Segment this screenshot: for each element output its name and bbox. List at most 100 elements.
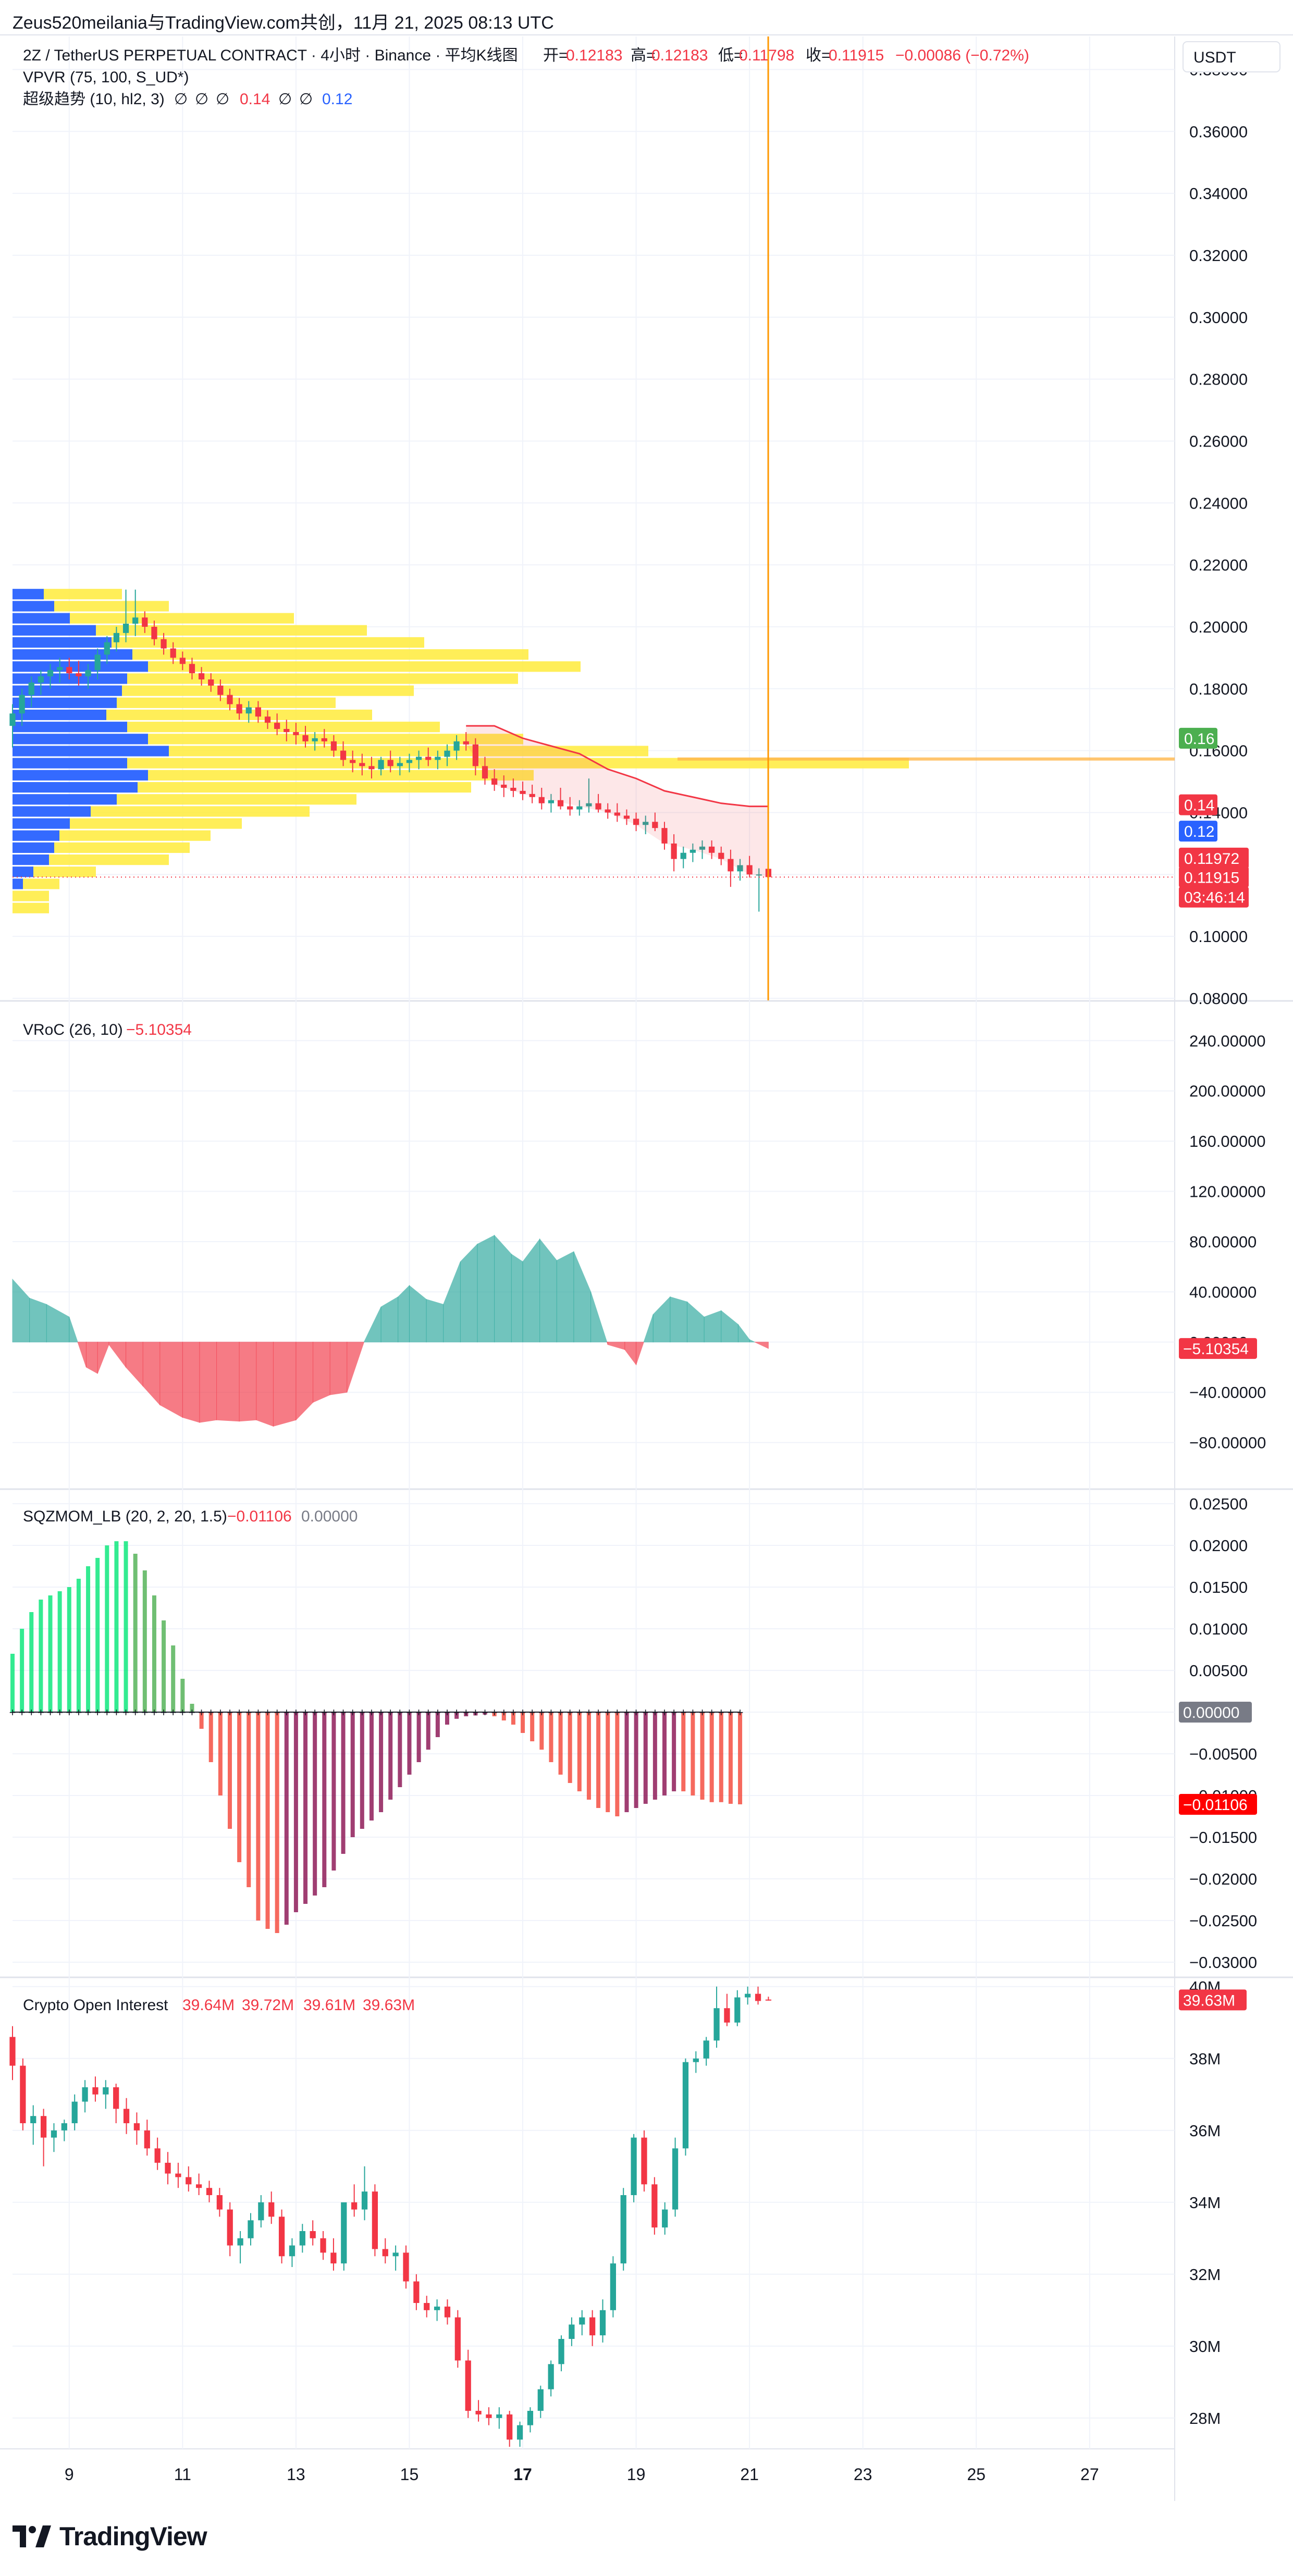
sqz-bar — [568, 1712, 572, 1783]
oi-candle-up — [599, 2310, 606, 2336]
price-candle-down — [614, 812, 620, 816]
sqz-tick-label: −0.00500 — [1189, 1745, 1257, 1763]
oi-candle-down — [424, 2303, 430, 2310]
vpvr-label: VPVR (75, 100, S_UD*) — [23, 69, 189, 86]
oi-candle-up — [537, 2389, 544, 2411]
tradingview-logo[interactable]: TradingView — [13, 2521, 207, 2552]
supertrend-v0: ∅ — [174, 91, 188, 108]
oi-candle-down — [351, 2202, 358, 2210]
oi-candle-up — [693, 2058, 699, 2062]
sqz-bar — [171, 1645, 176, 1712]
oi-candle-down — [123, 2109, 130, 2123]
sqz-bar — [728, 1712, 733, 1804]
badge-sqz-zero: 0.00000 — [1183, 1704, 1239, 1722]
vroc-positive-area — [494, 1234, 512, 1343]
price-candle-down — [208, 679, 214, 686]
price-tick-label: 0.22000 — [1189, 556, 1248, 574]
price-candle-down — [671, 843, 677, 859]
sqz-bar — [483, 1712, 487, 1715]
vp-up-bar — [13, 806, 91, 817]
oi-candle-up — [392, 2252, 399, 2257]
price-candle-up — [378, 760, 384, 770]
currency-button[interactable]: USDT — [1183, 41, 1280, 72]
vroc-negative-area — [216, 1342, 240, 1422]
sqz-tick-label: 0.01000 — [1189, 1620, 1248, 1638]
sqz-bar — [549, 1712, 553, 1762]
oi-candle-down — [310, 2231, 316, 2238]
oi-candle-down — [330, 2252, 337, 2264]
oi-candle-down — [507, 2414, 513, 2440]
badge-last-price-b-bg — [1179, 866, 1249, 888]
price-candle-down — [151, 626, 157, 639]
oi-candle-up — [237, 2238, 243, 2246]
sqzmom-histogram: + + + + + + + + + + + + + + + + + + + + + + + + + + + + + + + + + + + + + + + +… — [9, 1541, 743, 1933]
badge-last-price-a: 0.11972 — [1184, 850, 1239, 868]
vroc-positive-area — [590, 1292, 608, 1343]
supertrend-v1: ∅ — [195, 91, 208, 108]
vp-down-bar — [54, 842, 190, 853]
price-candle-down — [529, 794, 535, 797]
price-tick-label: 0.24000 — [1189, 494, 1248, 512]
price-tick-label: 0.32000 — [1189, 246, 1248, 265]
vp-down-bar — [49, 854, 169, 865]
supertrend-label: 超级趋势 (10, hl2, 3) — [23, 91, 165, 108]
vp-up-bar — [13, 758, 127, 769]
vroc-negative-area — [755, 1342, 769, 1349]
badge-green-level-bg — [1179, 727, 1217, 749]
price-candle-down — [368, 766, 375, 770]
vroc-positive-area — [522, 1238, 540, 1343]
price-candles[interactable] — [9, 589, 772, 912]
sqz-bar — [284, 1712, 289, 1925]
vroc-negative-area — [329, 1342, 348, 1395]
vp-up-bar — [13, 794, 117, 805]
price-candle-down — [472, 744, 478, 766]
sqz-bar — [218, 1712, 223, 1795]
oi-candle-down — [186, 2177, 192, 2185]
price-candle-down — [718, 852, 724, 859]
oi-v2: 39.61M — [303, 1997, 355, 2014]
sqz-tick-label: 0.02000 — [1189, 1537, 1248, 1555]
sqz-bar — [464, 1712, 469, 1716]
sqz-bar — [39, 1600, 43, 1712]
sqz-bar — [407, 1712, 412, 1775]
oi-candle-up — [734, 1997, 741, 2023]
price-candle-up — [435, 757, 441, 760]
vp-up-bar — [13, 734, 148, 745]
vp-up-bar — [13, 661, 148, 672]
price-candle-down — [217, 685, 224, 695]
oi-candle-up — [610, 2263, 616, 2310]
oi-candle-down — [20, 2065, 26, 2123]
sqz-bar — [454, 1712, 459, 1719]
price-candle-up — [453, 741, 460, 751]
vroc-positive-area — [737, 1323, 750, 1343]
vroc-negative-area — [239, 1342, 257, 1422]
main-legend: 2Z / TetherUS PERPETUAL CONTRACT · 4小时 ·… — [23, 47, 1029, 108]
price-candle-down — [321, 738, 327, 741]
oi-tick-label: 34M — [1189, 2194, 1221, 2212]
price-tick-label: 0.10000 — [1189, 927, 1248, 946]
oi-tick-label: 32M — [1189, 2265, 1221, 2284]
sqz-tick-label: 0.02500 — [1189, 1495, 1248, 1513]
price-candle-down — [284, 729, 290, 732]
main-pane[interactable] — [13, 36, 1175, 1000]
vp-up-bar — [13, 818, 70, 829]
price-candle-up — [643, 822, 649, 825]
oi-candle-up — [258, 2202, 264, 2221]
price-candle-up — [57, 667, 63, 671]
vroc-positive-area — [409, 1285, 427, 1343]
oi-tick-label: 30M — [1189, 2337, 1221, 2356]
sqz-bar — [606, 1712, 610, 1812]
price-candle-up — [680, 852, 686, 859]
sqz-bar — [738, 1712, 743, 1804]
badge-oi: 39.63M — [1183, 1992, 1235, 2009]
x-tick-label: 23 — [854, 2465, 872, 2484]
symbol-line: 2Z / TetherUS PERPETUAL CONTRACT · 4小时 ·… — [23, 47, 518, 64]
vroc-positive-area — [539, 1238, 557, 1343]
price-candle-up — [104, 642, 110, 655]
x-tick-label: 17 — [513, 2465, 532, 2484]
vroc-label: VRoC (26, 10) — [23, 1021, 123, 1038]
supertrend-v6: 0.12 — [322, 91, 352, 108]
price-candle-down — [661, 828, 668, 844]
sqz-tick-label: −0.02500 — [1189, 1912, 1257, 1930]
